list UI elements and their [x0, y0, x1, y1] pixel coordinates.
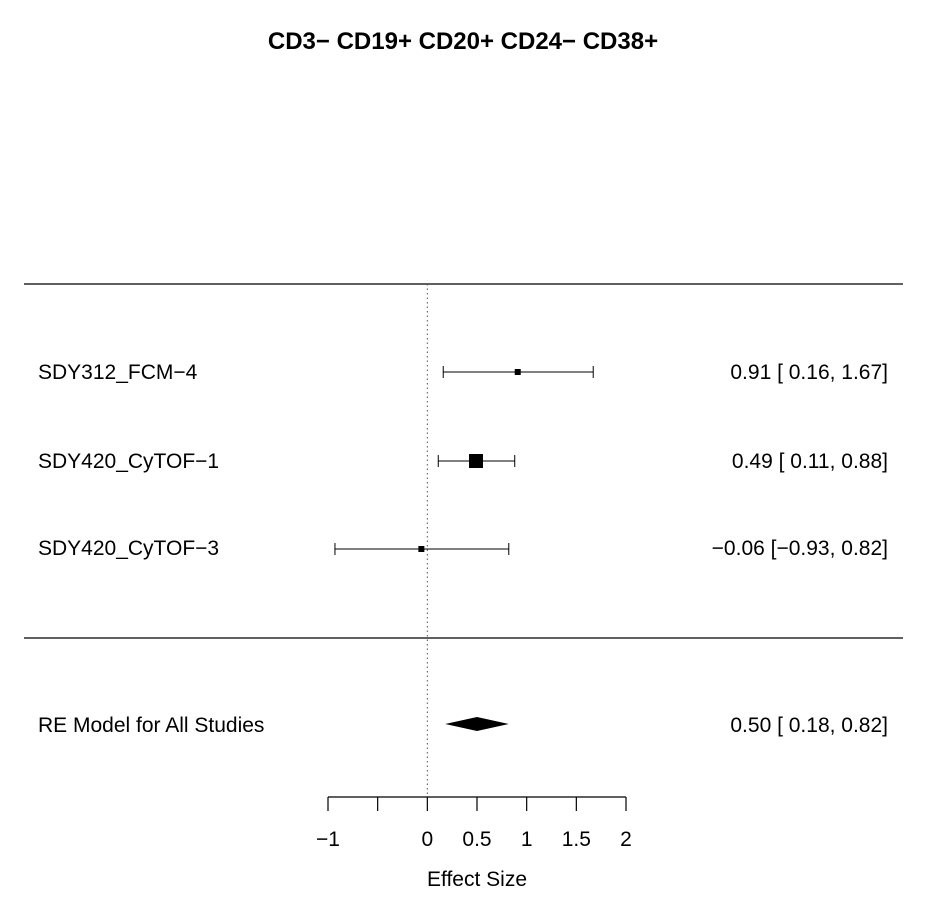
x-axis-tick-label: 0.5	[462, 828, 491, 851]
summary-row: RE Model for All Studies 0.50 [ 0.18, 0.…	[38, 714, 888, 737]
study-estimate-text: 0.91 [ 0.16, 1.67]	[730, 361, 888, 384]
study-point-estimate	[469, 454, 484, 468]
x-axis-tick-label: 0	[421, 828, 433, 851]
summary-diamond	[445, 717, 509, 731]
study-estimate-text: −0.06 [−0.93, 0.82]	[712, 537, 888, 560]
x-axis: −1 0 0.5 1 1.5 2	[316, 796, 632, 851]
x-axis-tick-label: 1.5	[562, 828, 591, 851]
study-row: SDY420_CyTOF−3 −0.06 [−0.93, 0.82]	[38, 537, 888, 560]
x-axis-tick-label: 2	[620, 828, 632, 851]
x-axis-tick-label: 1	[521, 828, 533, 851]
study-row: SDY312_FCM−4 0.91 [ 0.16, 1.67]	[38, 361, 888, 384]
study-point-estimate	[514, 369, 521, 375]
study-point-estimate	[418, 546, 425, 552]
study-row: SDY420_CyTOF−1 0.49 [ 0.11, 0.88]	[38, 450, 888, 473]
summary-estimate-text: 0.50 [ 0.18, 0.82]	[730, 714, 888, 737]
study-label: SDY420_CyTOF−1	[38, 450, 219, 473]
study-label: SDY420_CyTOF−3	[38, 537, 219, 560]
x-axis-tick-label: −1	[316, 828, 340, 851]
chart-title: CD3− CD19+ CD20+ CD24− CD38+	[268, 28, 658, 55]
summary-label: RE Model for All Studies	[38, 714, 264, 737]
study-label: SDY312_FCM−4	[38, 361, 198, 384]
x-axis-title: Effect Size	[427, 868, 527, 891]
study-estimate-text: 0.49 [ 0.11, 0.88]	[732, 450, 888, 473]
